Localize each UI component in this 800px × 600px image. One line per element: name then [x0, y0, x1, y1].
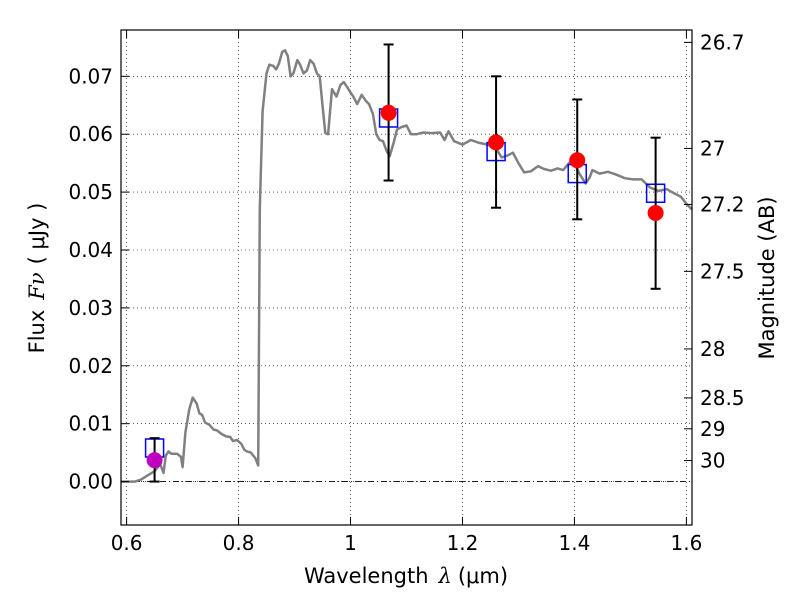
x-axis-label: Wavelength λ (μm)	[304, 564, 508, 588]
model-photometry-markers	[144, 108, 666, 458]
x-tick-label: 1	[344, 531, 357, 555]
y-tick-label: 0.03	[68, 296, 113, 320]
y-tick-label: 0.06	[68, 122, 113, 146]
y-tick-label: 0.00	[68, 470, 113, 494]
y2-axis-ticks: 26.7 27 27.2 27.5 28 28.5 29 30	[684, 30, 745, 473]
observed-photometry	[146, 43, 664, 483]
observed-flux-point	[146, 452, 163, 469]
y-axis-ticks: 0.00 0.01 0.02 0.03 0.04 0.05 0.06 0.07	[68, 64, 129, 494]
y2-tick-label: 27.5	[700, 259, 745, 283]
x-tick-label: 0.8	[223, 531, 255, 555]
y2-tick-label: 26.7	[700, 30, 745, 54]
observed-flux-point	[647, 204, 664, 221]
y-tick-label: 0.04	[68, 238, 113, 262]
observed-flux-point	[380, 104, 397, 121]
x-axis-ticks: 0.6 0.8 1 1.2 1.4 1.6	[111, 30, 702, 555]
y-tick-label: 0.02	[68, 354, 113, 378]
x-tick-label: 0.6	[111, 531, 143, 555]
y2-tick-label: 28.5	[700, 386, 745, 410]
y2-axis-label: Magnitude (AB)	[755, 196, 779, 359]
y2-tick-label: 30	[700, 449, 725, 473]
y2-tick-label: 27	[700, 136, 725, 160]
y2-tick-label: 28	[700, 337, 725, 361]
observed-flux-point	[569, 152, 586, 169]
y-tick-label: 0.01	[68, 412, 113, 436]
y-tick-label: 0.05	[68, 180, 113, 204]
y2-tick-label: 27.2	[700, 192, 745, 216]
x-tick-label: 1.4	[559, 531, 591, 555]
x-tick-label: 1.2	[447, 531, 479, 555]
grid	[121, 30, 692, 525]
y2-tick-label: 29	[700, 417, 725, 441]
plot-frame	[120, 29, 693, 526]
y-axis-label: FluxFν( μJy )	[25, 203, 49, 354]
model-spectrum-line	[121, 49, 693, 483]
x-tick-label: 1.6	[670, 531, 702, 555]
y-tick-label: 0.07	[68, 64, 113, 88]
observed-flux-point	[488, 134, 505, 151]
